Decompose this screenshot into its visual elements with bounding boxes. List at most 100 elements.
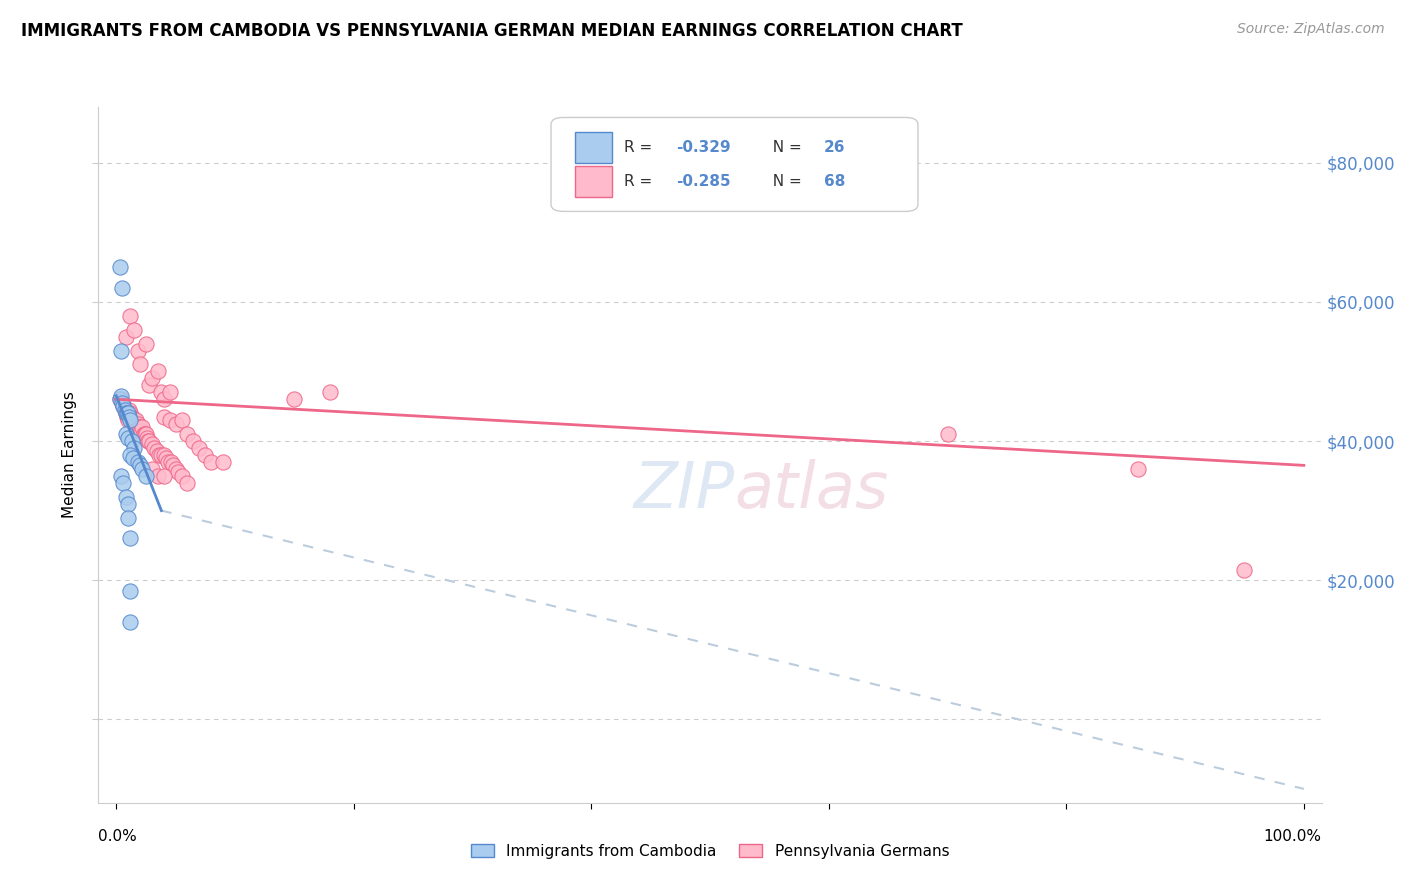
Point — [170, 468, 193, 483]
Legend: Immigrants from Cambodia, Pennsylvania Germans: Immigrants from Cambodia, Pennsylvania G… — [465, 838, 955, 864]
Point — [1126, 462, 1149, 476]
Point — [148, 448, 170, 462]
Point — [127, 417, 149, 431]
Text: ZIP: ZIP — [633, 458, 734, 521]
Point — [167, 466, 190, 480]
Text: atlas: atlas — [734, 458, 889, 521]
Point — [120, 406, 142, 420]
Point — [120, 448, 142, 462]
Point — [118, 409, 141, 424]
Point — [135, 427, 157, 442]
Point — [114, 406, 136, 420]
Point — [117, 430, 139, 444]
Point — [121, 434, 143, 448]
Point — [115, 409, 138, 424]
Point — [138, 378, 160, 392]
Point — [110, 392, 132, 407]
Point — [170, 413, 193, 427]
Point — [120, 309, 142, 323]
Bar — [575, 132, 612, 162]
Point — [117, 413, 139, 427]
Point — [117, 406, 139, 420]
Point — [143, 441, 166, 455]
Text: 100.0%: 100.0% — [1264, 829, 1322, 844]
Point — [112, 399, 135, 413]
Point — [108, 260, 131, 274]
Point — [159, 413, 181, 427]
Point — [129, 424, 152, 438]
Point — [125, 413, 148, 427]
Point — [122, 323, 145, 337]
Text: -0.329: -0.329 — [676, 140, 730, 155]
Point — [110, 343, 132, 358]
Point — [117, 497, 139, 511]
Point — [108, 392, 131, 407]
Point — [159, 385, 181, 400]
Point — [121, 409, 143, 424]
Point — [135, 336, 157, 351]
Point — [152, 448, 174, 462]
Text: N =: N = — [762, 140, 806, 155]
Point — [129, 458, 152, 473]
Point — [131, 462, 153, 476]
Y-axis label: Median Earnings: Median Earnings — [62, 392, 77, 518]
Text: N =: N = — [762, 174, 806, 189]
Point — [127, 455, 149, 469]
Point — [120, 583, 142, 598]
Point — [111, 281, 134, 295]
Text: 68: 68 — [824, 174, 845, 189]
Point — [936, 427, 959, 442]
Point — [146, 468, 169, 483]
Point — [145, 444, 167, 458]
Point — [200, 455, 222, 469]
Point — [122, 417, 145, 431]
Point — [165, 417, 187, 431]
Point — [212, 455, 235, 469]
Point — [134, 427, 156, 442]
Point — [135, 468, 157, 483]
Point — [138, 434, 160, 448]
Text: 0.0%: 0.0% — [98, 829, 138, 844]
Point — [120, 532, 142, 546]
Point — [110, 389, 132, 403]
Point — [121, 413, 143, 427]
Point — [111, 395, 134, 409]
Point — [157, 455, 180, 469]
Point — [131, 420, 153, 434]
Point — [162, 458, 184, 473]
Point — [128, 420, 150, 434]
Text: Source: ZipAtlas.com: Source: ZipAtlas.com — [1237, 22, 1385, 37]
Point — [136, 434, 159, 448]
Point — [176, 427, 198, 442]
Point — [129, 420, 152, 434]
Text: 26: 26 — [824, 140, 845, 155]
Point — [152, 468, 174, 483]
Text: R =: R = — [624, 140, 658, 155]
Point — [115, 406, 138, 420]
Point — [150, 385, 173, 400]
Point — [117, 510, 139, 524]
Point — [160, 455, 183, 469]
Point — [150, 448, 173, 462]
Point — [183, 434, 205, 448]
Point — [118, 402, 141, 417]
Point — [194, 448, 217, 462]
Point — [112, 475, 135, 490]
Point — [108, 392, 131, 407]
Point — [127, 343, 149, 358]
Point — [141, 371, 163, 385]
Point — [110, 468, 132, 483]
Bar — [575, 166, 612, 197]
Point — [124, 413, 146, 427]
Point — [129, 358, 152, 372]
FancyBboxPatch shape — [551, 118, 918, 211]
Point — [122, 441, 145, 455]
Point — [111, 395, 134, 409]
Point — [141, 462, 163, 476]
Point — [120, 615, 142, 629]
Point — [114, 329, 136, 343]
Text: IMMIGRANTS FROM CAMBODIA VS PENNSYLVANIA GERMAN MEDIAN EARNINGS CORRELATION CHAR: IMMIGRANTS FROM CAMBODIA VS PENNSYLVANIA… — [21, 22, 963, 40]
Point — [319, 385, 342, 400]
Point — [1233, 563, 1256, 577]
Point — [114, 406, 136, 420]
